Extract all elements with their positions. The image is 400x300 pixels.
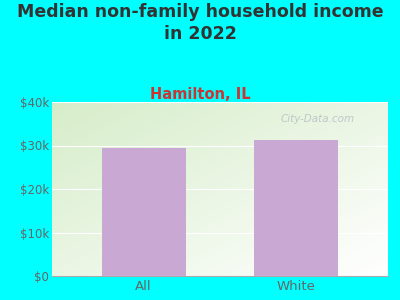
Text: City-Data.com: City-Data.com — [280, 114, 355, 124]
Text: Median non-family household income
in 2022: Median non-family household income in 20… — [17, 3, 383, 43]
Bar — [102, 148, 186, 276]
Text: Hamilton, IL: Hamilton, IL — [150, 87, 250, 102]
Bar — [254, 140, 338, 276]
